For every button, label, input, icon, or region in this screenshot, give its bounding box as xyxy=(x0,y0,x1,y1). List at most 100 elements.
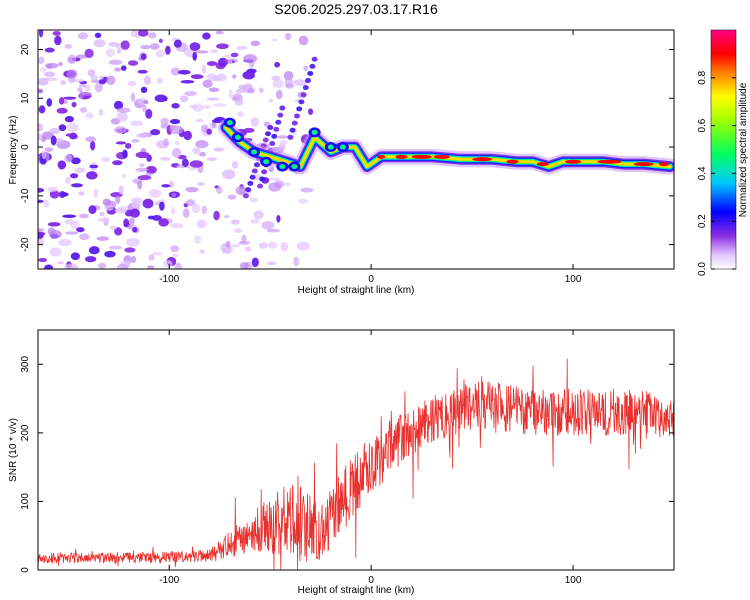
spectrogram-noise-blob xyxy=(79,90,84,99)
spectrogram-noise-blob xyxy=(38,228,45,232)
spectrogram-noise-blob xyxy=(184,91,197,97)
colorbar-label: Normalized spectral amplitude xyxy=(738,82,749,217)
spectrogram-noise-blob xyxy=(154,94,168,103)
spectrogram-noise-blob xyxy=(148,189,162,198)
spectrogram-noise-blob xyxy=(151,215,162,221)
spectrogram-noise-blob xyxy=(63,96,77,100)
spectrogram-noise-blob xyxy=(215,73,227,82)
spectrogram-noise-blob xyxy=(195,118,204,123)
snr-y-label: SNR (10 * v/v) xyxy=(8,418,19,482)
spectrogram-x-tick-label: 100 xyxy=(565,274,582,285)
spectrogram-noise-blob xyxy=(232,74,237,79)
spectrogram-noise-blob xyxy=(277,135,289,139)
spectrogram-image xyxy=(38,30,674,269)
spectrogram-noise-blob xyxy=(159,201,165,211)
spectrogram-noise-blob xyxy=(70,183,83,188)
spectrogram-noise-blob xyxy=(47,222,61,227)
spectrogram-noise-blob xyxy=(169,118,181,125)
spectrogram-noise-blob xyxy=(170,67,181,76)
spectrogram-noise-blob xyxy=(98,79,106,85)
spectrogram-noise-blob xyxy=(275,89,283,100)
spectrogram-noise-blob xyxy=(174,262,183,269)
spectrogram-transition-core xyxy=(263,159,270,165)
spectrogram-noise-blob xyxy=(86,171,98,180)
spectrogram-noise-blob xyxy=(158,38,163,43)
spectrogram-noise-blob xyxy=(202,32,211,40)
spectrogram-noise-blob xyxy=(206,97,220,101)
spectrogram-noise-blob xyxy=(250,218,261,224)
spectrogram-noise-blob xyxy=(109,225,118,230)
spectrogram-noise-blob xyxy=(41,131,54,140)
spectrogram-noise-blob xyxy=(56,107,68,114)
spectrogram-noise-blob xyxy=(206,61,218,66)
spectrogram-noise-blob xyxy=(266,228,281,233)
snr-panel: -100 0 100 0 100 200 300 Height of straight li… xyxy=(8,329,675,596)
spectrogram-streak-blob xyxy=(267,125,274,131)
spectrogram-noise-blob xyxy=(116,263,129,269)
spectrogram-noise-blob xyxy=(235,88,247,94)
spectrogram-noise-blob xyxy=(64,176,72,185)
spectrogram-noise-blob xyxy=(64,115,74,123)
spectrogram-frame xyxy=(37,29,675,270)
spectrogram-noise-blob xyxy=(145,109,153,119)
spectrogram-noise-blob xyxy=(121,173,127,179)
spectrogram-noise-blob xyxy=(215,30,224,35)
spectrogram-noise-blob xyxy=(70,252,80,261)
spectrogram-noise-blob xyxy=(192,51,197,61)
spectrogram-noise-blob xyxy=(201,205,207,215)
spectrogram-streak-blob xyxy=(253,162,260,168)
spectrogram-noise-blob xyxy=(173,39,182,48)
spectrogram-noise-blob xyxy=(116,48,122,54)
spectrogram-streak-blob xyxy=(275,119,282,125)
spectrogram-noise-blob xyxy=(242,71,256,80)
colorbar-tick-label: 0.6 xyxy=(697,118,708,132)
spectrogram-noise-blob xyxy=(38,56,45,65)
spectrogram-noise-blob xyxy=(104,250,116,258)
spectrogram-noise-blob xyxy=(122,149,128,159)
colorbar-tick-label: 0.0 xyxy=(697,262,708,276)
spectrogram-noise-blob xyxy=(45,152,50,162)
snr-y-tick-label: 0 xyxy=(20,567,31,573)
spectrogram-noise-blob xyxy=(192,103,204,112)
spectrogram-noise-blob xyxy=(261,220,275,230)
spectrogram-noise-blob xyxy=(108,245,123,250)
spectrogram-noise-blob xyxy=(140,53,147,60)
spectrogram-noise-blob xyxy=(38,105,46,114)
spectrogram-noise-blob xyxy=(76,227,85,233)
spectrogram-streak-blob xyxy=(249,174,256,180)
spectrogram-noise-blob xyxy=(137,175,152,181)
spectrogram-noise-blob xyxy=(131,139,140,143)
spectrogram-noise-blob xyxy=(108,41,120,47)
spectrogram-noise-blob xyxy=(66,122,79,133)
spectrogram-noise-blob xyxy=(210,49,219,54)
spectrogram-noise-blob xyxy=(151,252,163,256)
spectrogram-noise-blob xyxy=(135,133,149,139)
spectrogram-noise-blob xyxy=(52,31,61,36)
spectrogram-noise-blob xyxy=(199,249,205,254)
spectrogram-noise-blob xyxy=(202,104,212,109)
spectrogram-noise-blob xyxy=(211,119,220,123)
spectrogram-noise-blob xyxy=(114,227,123,236)
spectrogram-noise-blob xyxy=(60,80,66,86)
spectrogram-noise-blob xyxy=(230,52,239,58)
spectrogram-noise-blob xyxy=(208,121,218,130)
spectrogram-streak-blob xyxy=(311,56,318,62)
spectrogram-noise-blob xyxy=(195,50,209,54)
spectrogram-noise-blob xyxy=(79,107,88,113)
snr-y-tick-label: 200 xyxy=(20,424,31,441)
spectrogram-noise-blob xyxy=(102,198,111,206)
spectrogram-noise-blob xyxy=(190,74,204,80)
spectrogram-peak xyxy=(411,154,432,159)
spectrogram-noise-blob xyxy=(237,111,244,117)
spectrogram-transition-core xyxy=(311,129,318,135)
spectrogram-noise-blob xyxy=(101,157,111,162)
spectrogram-noise-blob xyxy=(195,140,209,149)
spectrogram-peak xyxy=(433,154,450,159)
spectrogram-noise-blob xyxy=(70,220,80,230)
spectrogram-noise-blob xyxy=(105,48,116,58)
spectrogram-noise-blob xyxy=(50,135,57,146)
spectrogram-noise-blob xyxy=(49,127,61,134)
spectrogram-noise-blob xyxy=(236,45,248,50)
spectrogram-noise-blob xyxy=(241,234,247,243)
spectrogram-x-tick-label: -100 xyxy=(159,274,179,285)
